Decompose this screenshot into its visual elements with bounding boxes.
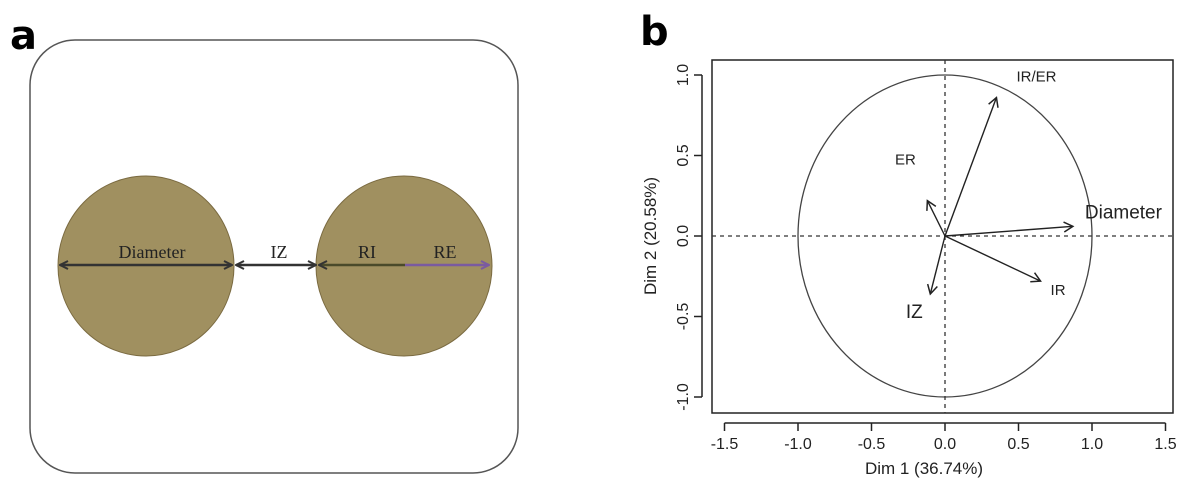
vector-label-ir: IR bbox=[1051, 282, 1066, 299]
iz-label: IZ bbox=[271, 242, 288, 262]
x-tick-label: -0.5 bbox=[858, 436, 886, 453]
diagram-frame bbox=[29, 39, 519, 474]
x-tick-label: 1.0 bbox=[1081, 436, 1103, 453]
x-tick-label: 0.5 bbox=[1007, 436, 1029, 453]
vector-label-diameter: Diameter bbox=[1085, 202, 1163, 223]
plot-frame bbox=[711, 59, 1174, 414]
x-tick-label: 0.0 bbox=[934, 436, 956, 453]
vector-ir-er bbox=[944, 96, 999, 237]
y-tick-label: -1.0 bbox=[675, 383, 692, 411]
y-tick-label: -0.5 bbox=[675, 303, 692, 331]
x-tick-label: -1.0 bbox=[784, 436, 812, 453]
vector-er bbox=[926, 199, 946, 237]
vector-ir bbox=[944, 235, 1042, 283]
panel-a-letter: a bbox=[10, 13, 37, 59]
diameter-label: Diameter bbox=[119, 242, 186, 262]
x-axis-label: Dim 1 (36.74%) bbox=[865, 459, 983, 478]
x-tick-label: -1.5 bbox=[711, 436, 739, 453]
y-axis-label: Dim 2 (20.58%) bbox=[641, 177, 660, 295]
ri-label: RI bbox=[358, 242, 376, 262]
vector-label-er: ER bbox=[895, 152, 916, 169]
panel-b-letter: b bbox=[640, 9, 669, 55]
vector-label-ir-er: IR/ER bbox=[1016, 69, 1056, 86]
y-tick-label: 1.0 bbox=[675, 64, 692, 86]
vector-diameter bbox=[944, 221, 1075, 237]
vector-iz bbox=[926, 235, 946, 296]
y-tick-label: 0.5 bbox=[675, 144, 692, 166]
re-label: RE bbox=[433, 242, 456, 262]
y-tick-label: 0.0 bbox=[675, 225, 692, 247]
panel-a-diagram: Diameter IZ RI RE bbox=[29, 39, 519, 474]
vector-label-iz: IZ bbox=[906, 302, 923, 323]
x-tick-label: 1.5 bbox=[1154, 436, 1176, 453]
